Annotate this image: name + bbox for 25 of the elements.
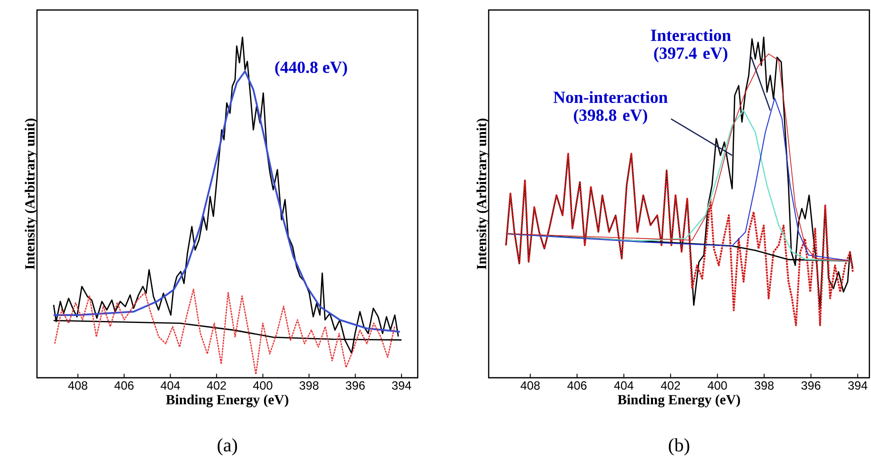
y-axis-title: Intensity (Arbitrary unit) (476, 118, 490, 270)
x-tick-label: 406 (567, 381, 587, 390)
x-tick-label: 406 (114, 381, 134, 390)
x-tick-label: 398 (754, 381, 774, 390)
x-tick-label: 396 (346, 381, 365, 390)
x-tick-label: 394 (392, 381, 412, 390)
x-tick-label: 404 (160, 381, 180, 390)
annotation: (440.8 eV) (275, 61, 348, 77)
text: (a) (218, 438, 238, 456)
x-tick-label: 408 (68, 381, 88, 390)
annotation: Interaction (397.4 eV) (650, 29, 731, 63)
text: (b) (668, 438, 690, 456)
x-tick-label: 404 (614, 381, 634, 390)
x-axis-title: Binding Energy (eV) (166, 394, 288, 408)
x-tick-label: 400 (253, 381, 272, 390)
x-axis-title: Binding Energy (eV) (618, 394, 740, 408)
x-tick-label: 400 (708, 381, 727, 390)
x-tick-label: 402 (206, 381, 226, 390)
y-axis-title: Intensity (Arbitrary unit) (24, 118, 38, 270)
annotation: Non-interaction (398.8 eV) (553, 91, 668, 124)
x-tick-label: 396 (801, 381, 820, 390)
x-tick-label: 398 (300, 381, 319, 390)
x-tick-label: 394 (848, 381, 868, 390)
x-tick-label: 408 (520, 381, 540, 390)
x-tick-label: 402 (660, 381, 680, 390)
